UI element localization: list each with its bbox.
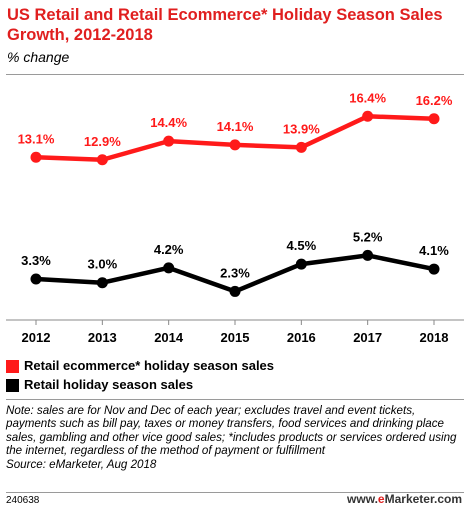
x-tick-label: 2015	[221, 330, 250, 345]
data-label: 13.1%	[18, 131, 55, 146]
data-label: 13.9%	[283, 121, 320, 136]
x-tick-label: 2017	[353, 330, 382, 345]
data-label: 4.1%	[419, 243, 449, 258]
data-label: 4.2%	[154, 242, 184, 257]
x-tick-label: 2014	[154, 330, 184, 345]
data-point	[30, 151, 42, 163]
x-axis: 2012 2013 2014 2015 2016 2017 2018	[6, 319, 464, 345]
legend-label-ecommerce: Retail ecommerce* holiday season sales	[24, 358, 275, 373]
data-point	[96, 154, 108, 166]
data-label: 16.2%	[416, 93, 453, 108]
source-text: Source: eMarketer, Aug 2018	[6, 457, 157, 471]
data-point	[362, 249, 374, 261]
data-label: 14.1%	[217, 119, 254, 134]
data-label: 3.3%	[21, 253, 51, 268]
data-point	[295, 141, 307, 153]
data-label: 5.2%	[353, 229, 383, 244]
chart-id: 240638	[6, 495, 40, 506]
data-point	[96, 277, 108, 289]
data-point	[362, 110, 374, 122]
data-point	[295, 258, 307, 270]
brand-rest: Marketer	[384, 492, 434, 506]
series-layer	[30, 110, 440, 297]
chart-subtitle: % change	[7, 49, 70, 65]
brand-prefix: www.	[347, 492, 378, 506]
note-text: Note: sales are for Nov and Dec of each …	[6, 404, 457, 458]
data-point	[229, 285, 241, 297]
data-point	[163, 262, 175, 274]
legend-swatch-ecommerce	[6, 359, 19, 373]
data-label: 12.9%	[84, 134, 121, 149]
legend-swatch-retail	[6, 378, 19, 392]
data-label: 14.4%	[150, 115, 187, 130]
data-label: 3.0%	[88, 257, 118, 272]
footer-divider	[6, 492, 464, 493]
legend-item-ecommerce: Retail ecommerce* holiday season sales	[6, 358, 274, 374]
x-tick-label: 2012	[22, 330, 51, 345]
note-divider	[6, 399, 464, 400]
x-tick-label: 2016	[287, 330, 316, 345]
line-chart: 2012 2013 2014 2015 2016 2017 2018 13.1% 12.9%1…	[6, 90, 464, 345]
data-point	[30, 273, 42, 285]
data-labels: 13.1% 12.9% 14.4% 14.1% 13.9% 16.4% 16.2% 3.3% 3…	[18, 90, 453, 280]
data-label: 16.4%	[349, 90, 386, 105]
emarketer-logo: www.eMarketer.com	[347, 492, 462, 506]
x-tick-label: 2013	[88, 330, 117, 345]
legend-item-retail: Retail holiday season sales	[6, 377, 193, 393]
data-point	[229, 139, 241, 151]
brand-suffix: .com	[433, 492, 462, 506]
chart-note: Note: sales are for Nov and Dec of each …	[6, 404, 466, 471]
data-point	[428, 263, 440, 275]
legend-label-retail: Retail holiday season sales	[24, 377, 194, 392]
header-divider	[6, 74, 464, 75]
data-point	[428, 113, 440, 125]
chart-title: US Retail and Retail Ecommerce* Holiday …	[7, 6, 443, 44]
data-label: 4.5%	[287, 238, 317, 253]
data-label: 2.3%	[220, 265, 250, 280]
data-point	[163, 135, 175, 147]
x-tick-label: 2018	[420, 330, 449, 345]
brand-e: e	[377, 492, 385, 506]
